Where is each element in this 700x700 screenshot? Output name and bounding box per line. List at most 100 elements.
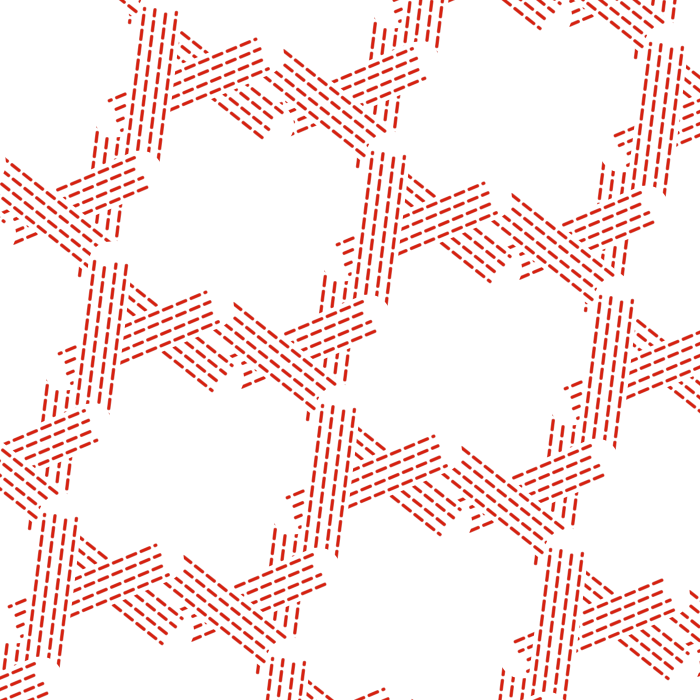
stitch-thread	[123, 7, 146, 172]
stitch-thread	[170, 546, 300, 650]
stitch-thread	[639, 43, 663, 209]
stitch-band	[574, 276, 639, 483]
stitch-thread	[155, 11, 178, 176]
stitch-thread	[0, 153, 122, 253]
stitch-thread	[0, 672, 40, 691]
stitch-band	[396, 0, 449, 86]
stitch-thread	[266, 657, 274, 700]
stitch-thread	[401, 0, 412, 63]
stitch-band	[0, 599, 38, 700]
stitch-thread	[613, 98, 700, 137]
stitch-thread	[433, 0, 444, 67]
stitch-thread	[552, 550, 574, 700]
stitch-thread	[0, 438, 98, 483]
stitch-band	[418, 429, 589, 574]
stitch-thread	[442, 444, 592, 509]
stitch-thread	[264, 48, 394, 152]
stitch-thread	[168, 563, 318, 628]
stitch-band	[296, 385, 361, 592]
stitch-thread	[428, 462, 558, 566]
stitch-thread	[589, 296, 613, 462]
stitch-thread	[0, 682, 44, 700]
stitch-thread	[298, 661, 306, 700]
stitch-thread	[600, 297, 624, 463]
stitch-thread	[164, 554, 294, 658]
stitch-band	[528, 0, 645, 38]
stitch-thread	[133, 8, 157, 174]
stitch-thread	[498, 184, 628, 288]
stitch-thread	[73, 260, 96, 425]
stitch-thread	[530, 548, 552, 700]
stitch-thread	[478, 209, 608, 313]
stitch-thread	[200, 318, 330, 422]
stitch-thread	[518, 0, 548, 22]
stitch-thread	[311, 405, 335, 571]
stitch-thread	[0, 194, 102, 278]
stitch-thread	[333, 408, 356, 573]
stitch-thread	[270, 40, 400, 144]
stitch-thread	[276, 658, 285, 700]
stitch-thread	[485, 201, 615, 305]
stitch-thread	[257, 56, 387, 161]
stitch-band	[0, 147, 133, 286]
stitch-thread	[502, 0, 542, 30]
stitch-thread	[0, 459, 66, 514]
stitch-thread	[632, 0, 678, 35]
stitch-band	[18, 494, 83, 700]
stitch-thread	[361, 152, 385, 318]
stitch-thread	[492, 191, 642, 256]
stitch-band	[240, 32, 411, 177]
stitch-thread	[442, 445, 572, 549]
stitch-thread	[383, 155, 406, 320]
stitch-band	[573, 0, 689, 68]
stitch-thread	[0, 167, 116, 261]
stitch-band	[190, 285, 361, 430]
stitch-thread	[218, 310, 368, 375]
stitch-thread	[579, 295, 602, 460]
stitch-thread	[220, 293, 350, 397]
stitch-thread	[372, 153, 396, 319]
stitch-thread	[94, 262, 118, 428]
stitch-thread	[207, 309, 337, 414]
stitch-thread	[0, 419, 90, 459]
stitch-band	[525, 529, 589, 700]
stitch-thread	[492, 192, 622, 296]
stitch-thread	[150, 571, 280, 675]
stitch-band	[646, 573, 700, 649]
stitch-thread	[144, 9, 168, 175]
stitch-thread	[0, 487, 52, 531]
stitch-thread	[301, 404, 324, 569]
stitch-thread	[629, 42, 652, 207]
stitch-thread	[0, 166, 140, 227]
stitch-thread	[0, 156, 136, 216]
stitch-thread	[322, 406, 346, 572]
stitch-thread	[214, 300, 364, 365]
stitch-thread	[105, 264, 128, 429]
stitch-thread	[526, 608, 676, 673]
stitch-band	[68, 241, 133, 448]
stitch-thread	[44, 515, 68, 681]
stitch-thread	[435, 453, 565, 558]
stitch-band	[140, 538, 311, 683]
stitch-thread	[354, 687, 386, 700]
stitch-thread	[422, 0, 434, 66]
stitch-thread	[23, 513, 46, 678]
stitch-band	[0, 656, 63, 700]
stitch-thread	[157, 562, 287, 667]
stitch-thread	[164, 553, 314, 618]
stitch-thread	[541, 549, 563, 700]
stitch-thread	[496, 201, 646, 266]
stitch-band	[468, 176, 639, 321]
stitch-thread	[670, 589, 700, 616]
stitch-band	[118, 0, 183, 195]
stitch-thread	[650, 44, 674, 210]
stitch-band	[261, 638, 311, 700]
stitch-thread	[0, 619, 12, 700]
stitch-thread	[546, 0, 578, 13]
stitch-thread	[55, 517, 78, 682]
stitch-thread	[0, 181, 109, 270]
stitch-thread	[615, 0, 672, 43]
stitch-thread	[448, 437, 578, 541]
